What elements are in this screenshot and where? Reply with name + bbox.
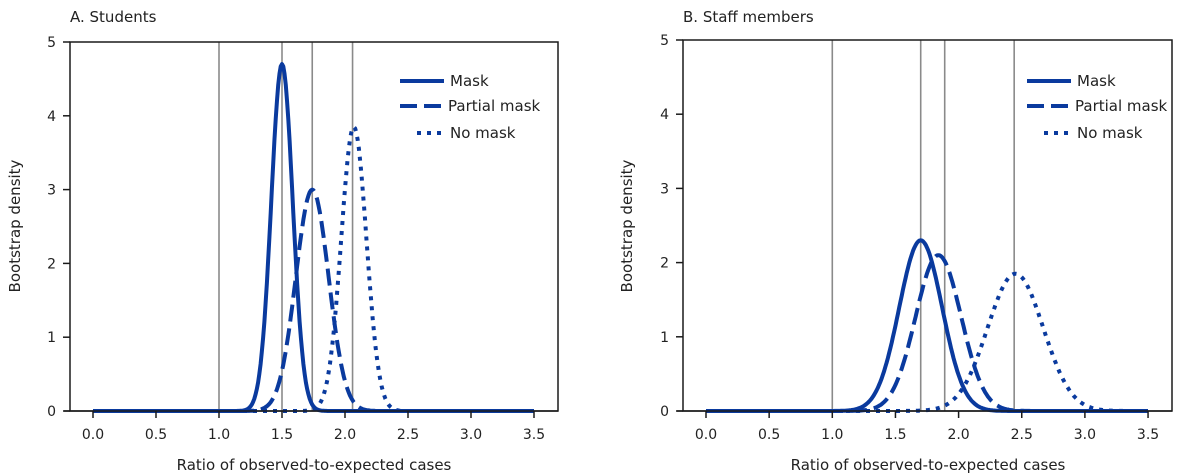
panel-staff-members: B. Staff members 0.0 0.5 1.0 1.5 2.0 2.5 3.0 3.…: [618, 8, 1173, 474]
x-tick-label: 0.0: [82, 427, 104, 443]
x-tick-label: 3.0: [460, 427, 482, 443]
legend-label-no-mask: No mask: [1077, 124, 1143, 142]
reference-lines: [218, 42, 354, 411]
panel-students: A. Students 0.0 0.5 1.0 1.5 2.0 2.5 3.0 3.5 0 1 2…: [6, 8, 559, 474]
panel-title: B. Staff members: [683, 8, 814, 26]
y-tick-label: 3: [47, 183, 56, 199]
x-tick-label: 1.0: [821, 427, 843, 443]
y-tick-label: 1: [660, 330, 669, 346]
x-tick-label: 1.0: [208, 427, 230, 443]
curve-partial-mask: [92, 187, 535, 413]
y-axis-title: Bootstrap density: [6, 159, 24, 292]
x-tick-label: 2.0: [947, 427, 969, 443]
reference-lines: [831, 40, 1015, 411]
y-axis-title: Bootstrap density: [618, 159, 636, 292]
x-axis-ticks: 0.0 0.5 1.0 1.5 2.0 2.5 3.0 3.5: [677, 410, 1172, 443]
y-tick-label: 4: [47, 109, 56, 125]
x-tick-label: 1.5: [884, 427, 906, 443]
legend-label-mask: Mask: [1077, 72, 1116, 90]
density-curves: [705, 238, 1149, 413]
x-tick-label: 0.0: [695, 427, 717, 443]
y-tick-label: 0: [660, 404, 669, 420]
curve-partial-mask: [705, 253, 1149, 413]
x-tick-label: 3.0: [1074, 427, 1096, 443]
curve-mask: [92, 62, 535, 413]
y-tick-label: 2: [660, 256, 669, 272]
legend: Mask Partial mask No mask: [1027, 72, 1168, 142]
y-tick-label: 3: [660, 181, 669, 197]
y-axis-ticks: 0 1 2 3 4 5: [47, 35, 70, 420]
y-tick-label: 1: [47, 330, 56, 346]
legend: Mask Partial mask No mask: [400, 72, 541, 142]
density-curves: [92, 62, 535, 413]
x-tick-label: 3.5: [523, 427, 545, 443]
x-tick-label: 0.5: [758, 427, 780, 443]
x-tick-label: 2.0: [334, 427, 356, 443]
x-axis-title: Ratio of observed-to-expected cases: [177, 456, 452, 474]
plot-frame: [682, 39, 1173, 412]
y-tick-label: 5: [660, 33, 669, 49]
x-axis-title: Ratio of observed-to-expected cases: [791, 456, 1066, 474]
x-tick-label: 2.5: [1011, 427, 1033, 443]
y-tick-label: 4: [660, 107, 669, 123]
y-tick-label: 5: [47, 35, 56, 51]
legend-label-no-mask: No mask: [450, 124, 516, 142]
curve-no-mask: [92, 124, 535, 413]
x-tick-label: 1.5: [271, 427, 293, 443]
legend-label-partial-mask: Partial mask: [448, 97, 541, 115]
panel-title: A. Students: [70, 8, 157, 26]
y-tick-label: 0: [47, 404, 56, 420]
legend-label-mask: Mask: [450, 72, 489, 90]
x-tick-label: 3.5: [1137, 427, 1159, 443]
x-tick-label: 0.5: [145, 427, 167, 443]
x-tick-label: 2.5: [397, 427, 419, 443]
y-tick-label: 2: [47, 256, 56, 272]
curve-no-mask: [705, 271, 1149, 413]
x-axis-ticks: 0.0 0.5 1.0 1.5 2.0 2.5 3.0 3.5: [64, 410, 558, 443]
legend-label-partial-mask: Partial mask: [1075, 97, 1168, 115]
y-axis-ticks: 0 1 2 3 4 5: [660, 33, 683, 420]
curve-mask: [705, 238, 1149, 413]
